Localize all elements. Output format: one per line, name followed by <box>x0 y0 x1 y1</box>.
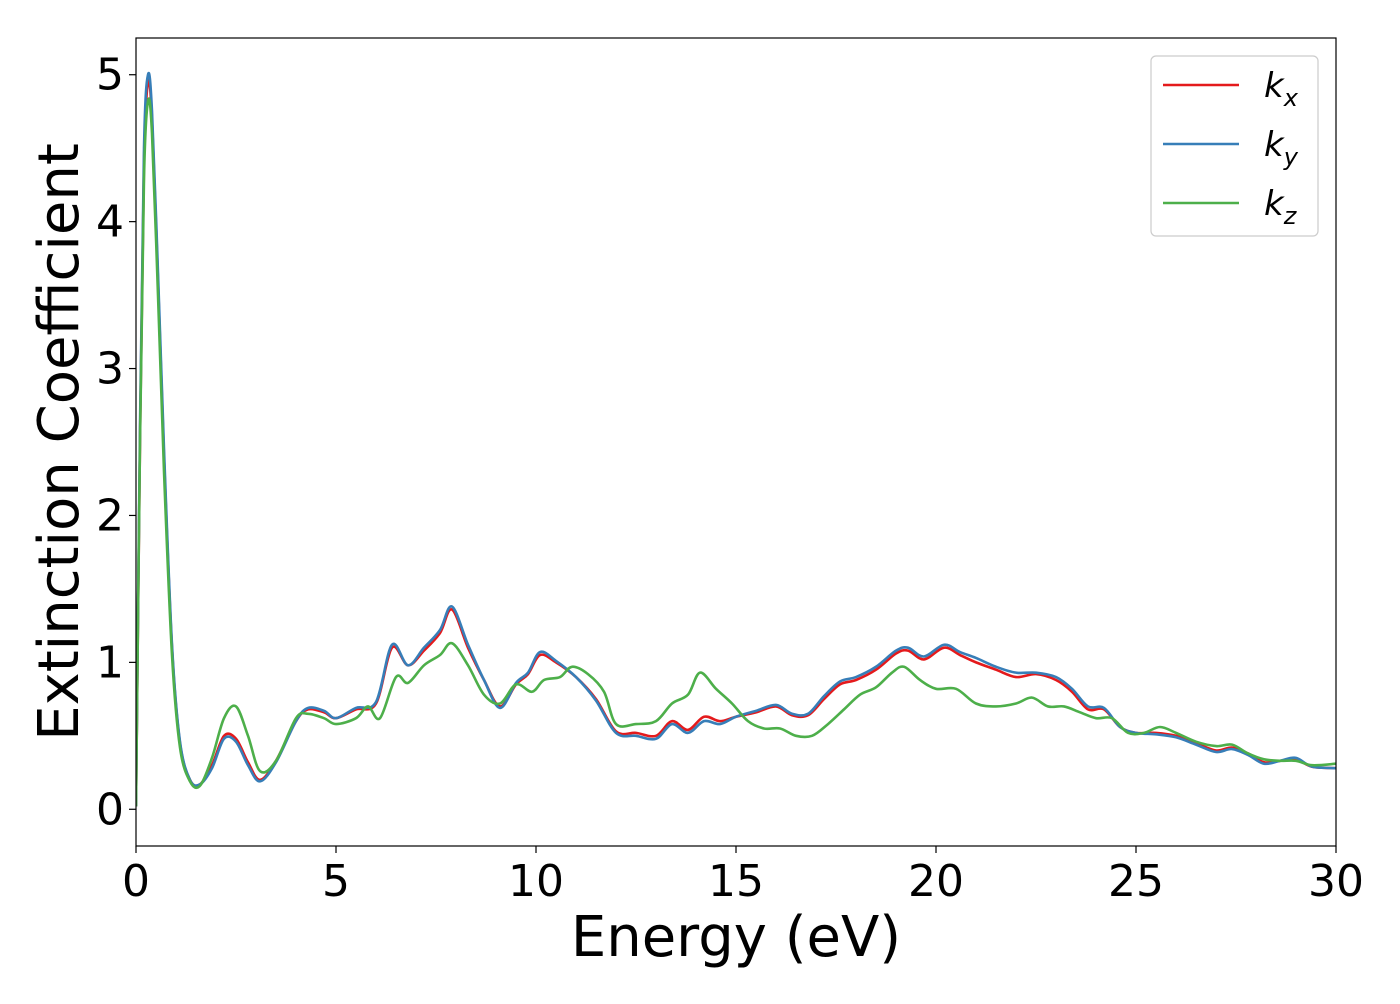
y-tick-label: 5 <box>96 50 124 101</box>
series-layer <box>136 71 1336 807</box>
y-tick-label: 4 <box>96 197 124 248</box>
series-line-ky <box>136 71 1336 807</box>
x-tick-label: 5 <box>322 856 350 907</box>
x-axis-label: Energy (eV) <box>571 905 901 970</box>
x-tick-label: 0 <box>122 856 150 907</box>
x-tick-label: 10 <box>508 856 564 907</box>
x-tick-label: 30 <box>1308 856 1364 907</box>
y-tick-label: 0 <box>96 784 124 835</box>
y-tick-label: 3 <box>96 344 124 395</box>
y-tick-label: 1 <box>96 637 124 688</box>
legend-box <box>1150 55 1319 237</box>
x-tick-label: 20 <box>908 856 964 907</box>
legend-label-kz: kz <box>1264 184 1298 230</box>
x-axis: 0 5 10 15 20 25 30 <box>122 846 1364 907</box>
y-axis-label: Extinction Coefficient <box>27 143 92 741</box>
y-axis: 0 1 2 3 4 5 <box>96 50 136 835</box>
legend: kx ky kz <box>1150 55 1319 237</box>
y-tick-label: 2 <box>96 490 124 541</box>
x-tick-label: 15 <box>708 856 764 907</box>
x-tick-label: 25 <box>1108 856 1164 907</box>
legend-label-kx: kx <box>1264 66 1299 112</box>
series-line-kz <box>136 97 1336 807</box>
legend-label-ky: ky <box>1264 125 1299 171</box>
